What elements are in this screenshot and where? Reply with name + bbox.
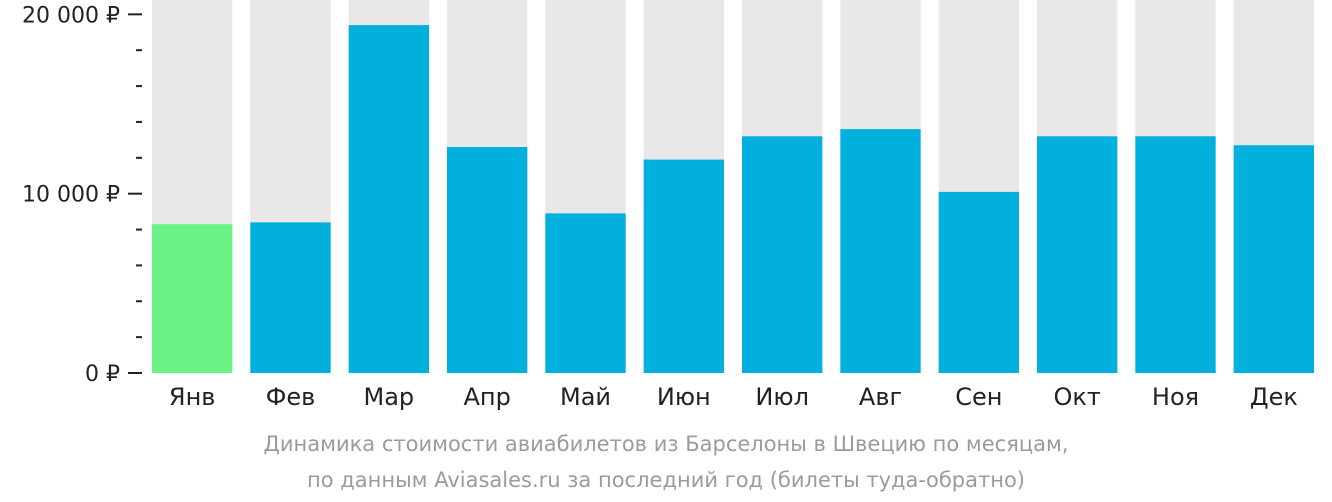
y-axis: 0 ₽ 10 000 ₽ 20 000 ₽	[22, 3, 142, 387]
bar-8[interactable]	[840, 129, 921, 373]
y-tick-label: 10 000 ₽	[22, 183, 120, 208]
bar-7[interactable]	[742, 136, 823, 373]
x-tick-label: Июн	[657, 383, 711, 411]
chart-caption-line2: по данным Aviasales.ru за последний год …	[307, 468, 1025, 492]
bar-12[interactable]	[1233, 145, 1314, 373]
x-axis: Янв Фев Мар Апр Май Июн Июл Авг Сен Окт Ноя Дек	[169, 383, 1298, 411]
x-tick-label: Мар	[364, 383, 415, 411]
x-tick-label: Апр	[463, 383, 510, 411]
bar-3[interactable]	[348, 25, 429, 373]
chart-caption-line1: Динамика стоимости авиабилетов из Барсел…	[263, 432, 1069, 456]
bar-1[interactable]	[152, 224, 233, 373]
bar-2[interactable]	[250, 222, 331, 373]
bar-11[interactable]	[1135, 136, 1216, 373]
x-tick-label: Май	[560, 383, 611, 411]
x-tick-label: Авг	[859, 383, 902, 411]
x-tick-label: Фев	[266, 383, 316, 411]
x-tick-label: Сен	[955, 383, 1002, 411]
bar-4[interactable]	[447, 147, 528, 373]
x-tick-label: Дек	[1250, 383, 1298, 411]
bar-6[interactable]	[643, 159, 724, 373]
x-tick-label: Июл	[755, 383, 809, 411]
bar-10[interactable]	[1037, 136, 1118, 373]
y-tick-label: 0 ₽	[85, 362, 120, 387]
x-tick-label: Янв	[169, 383, 216, 411]
y-tick-label: 20 000 ₽	[22, 3, 120, 28]
x-tick-label: Ноя	[1152, 383, 1199, 411]
x-tick-label: Окт	[1053, 383, 1100, 411]
bar-5[interactable]	[545, 213, 626, 373]
bars	[152, 25, 1314, 373]
bar-9[interactable]	[938, 191, 1019, 373]
